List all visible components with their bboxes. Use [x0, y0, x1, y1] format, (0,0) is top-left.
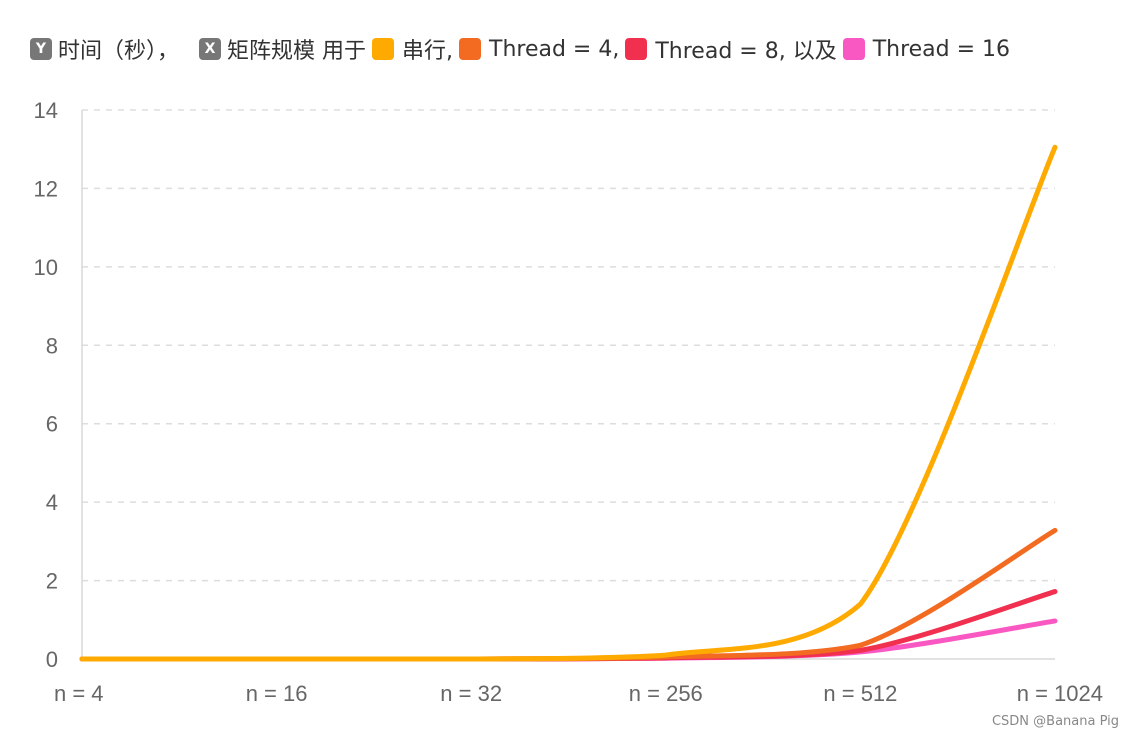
x-tick-label-4: n = 512: [823, 681, 897, 706]
x-tick-label-0: n = 4: [54, 681, 104, 706]
y-tick-label-0: 0: [46, 647, 58, 672]
legend-label-thread-8: Thread = 8, 以及: [655, 39, 837, 64]
legend-swatch-serial: [372, 38, 395, 60]
axes: [81, 110, 1055, 660]
y-axis-badge: Y: [30, 38, 52, 60]
x-tick-label-2: n = 32: [440, 681, 502, 706]
y-axis-legend-text: 时间（秒），: [58, 39, 180, 64]
legend-label-serial: 串行,: [402, 39, 454, 64]
series-line-serial: [79, 144, 1058, 662]
y-tick-label-6: 6: [46, 412, 58, 437]
tick-labels: 0 2 4 6 8 10 12 14 n = 4 n = 16 n = 32 n = 256 n = 5…: [34, 98, 1103, 706]
y-tick-label-2: 2: [46, 569, 58, 594]
y-tick-label-14: 14: [34, 98, 58, 123]
y-tick-label-10: 10: [34, 255, 58, 280]
legend-swatch-thread-4: [459, 38, 482, 60]
series-lines: [79, 144, 1058, 662]
x-axis-legend-text: 矩阵规模 用于: [227, 39, 367, 64]
chart-legend: Y 时间（秒）， X 矩阵规模 用于 串行, Thread = 4, Threa…: [30, 30, 1016, 68]
x-tick-label-1: n = 16: [246, 681, 308, 706]
x-tick-label-5: n = 1024: [1017, 681, 1103, 706]
legend-swatch-thread-16: [842, 38, 865, 60]
y-tick-label-12: 12: [34, 176, 58, 201]
watermark: CSDN @Banana Pig: [991, 714, 1119, 729]
legend-label-thread-16: Thread = 16: [872, 36, 1011, 62]
y-tick-label-4: 4: [46, 490, 58, 515]
legend-swatch-thread-8: [625, 38, 648, 60]
x-axis-badge: X: [199, 38, 222, 60]
y-tick-label-8: 8: [46, 333, 58, 358]
legend-label-thread-4: Thread = 4,: [489, 36, 620, 62]
x-tick-label-3: n = 256: [629, 681, 703, 706]
